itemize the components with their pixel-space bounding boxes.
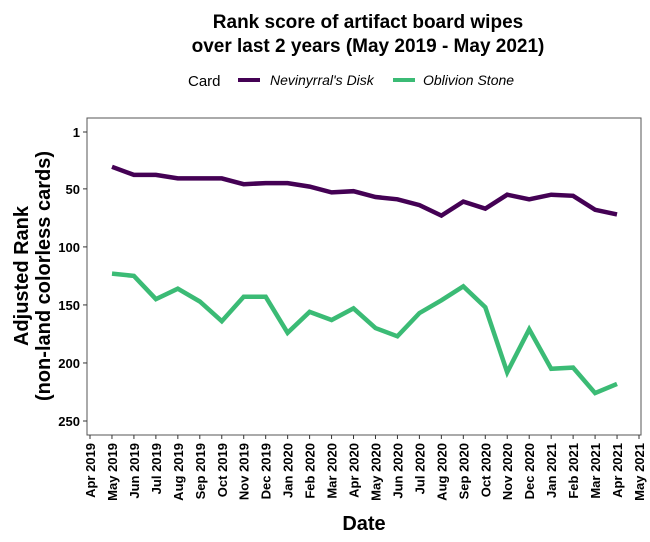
series-lines	[111, 164, 618, 396]
legend-label-oblivion-stone: Oblivion Stone	[423, 72, 514, 88]
x-tick-label: May 2019	[105, 443, 120, 501]
x-tick-label: Dec 2019	[259, 443, 274, 499]
legend-title: Card	[188, 73, 221, 90]
y-tick-label: 50	[66, 182, 80, 197]
x-tick-label: Apr 2021	[610, 443, 625, 498]
x-tick-label: Dec 2020	[522, 443, 537, 499]
y-tick-label: 150	[58, 298, 80, 313]
x-tick-label: Feb 2021	[566, 443, 581, 499]
x-tick-label: Jan 2020	[281, 443, 296, 498]
series-line-nevinyrral-s-disk	[111, 164, 618, 219]
x-tick-label: Jan 2021	[544, 443, 559, 498]
x-tick-label: Aug 2020	[434, 443, 449, 501]
x-axis-title: Date	[342, 513, 385, 535]
x-tick-label: Jul 2020	[412, 443, 427, 494]
x-tick-label: Mar 2021	[588, 443, 603, 499]
x-tick-label: Apr 2020	[347, 443, 362, 498]
x-tick-label: Mar 2020	[325, 443, 340, 499]
x-tick-label: Jul 2019	[149, 443, 164, 494]
y-axis-title-line-2: (non-land colorless cards)	[33, 151, 55, 401]
x-tick-label: May 2021	[632, 443, 647, 501]
x-tick-label: Apr 2019	[83, 443, 98, 498]
y-tick-label: 1	[73, 125, 80, 140]
legend: Card Nevinyrral's Disk Oblivion Stone	[188, 72, 514, 90]
y-tick-label: 100	[58, 240, 80, 255]
x-tick-label: Nov 2019	[237, 443, 252, 500]
chart-title-line-2: over last 2 years (May 2019 - May 2021)	[192, 36, 545, 57]
x-tick-label: Oct 2019	[215, 443, 230, 497]
y-tick-label: 250	[58, 414, 80, 429]
x-tick-label: Feb 2020	[303, 443, 318, 499]
series-line-oblivion-stone	[111, 271, 618, 396]
y-tick-label: 200	[58, 356, 80, 371]
x-tick-label: Jun 2019	[127, 443, 142, 499]
y-axis-title-line-1: Adjusted Rank	[11, 205, 33, 346]
x-tick-label: Sep 2019	[193, 443, 208, 499]
x-tick-label: Jun 2020	[390, 443, 405, 499]
plot-panel	[86, 117, 642, 436]
x-tick-label: Sep 2020	[456, 443, 471, 499]
x-axis: Apr 2019 May 2019 Jun 2019 Jul 2019 Aug 2019…	[83, 435, 647, 501]
chart-title-line-1: Rank score of artifact board wipes	[213, 12, 523, 33]
legend-label-nevinyrrals-disk: Nevinyrral's Disk	[270, 72, 375, 88]
x-tick-label: Nov 2020	[500, 443, 515, 500]
x-tick-label: Oct 2020	[478, 443, 493, 497]
x-tick-label: Aug 2019	[171, 443, 186, 501]
x-tick-label: May 2020	[368, 443, 383, 501]
